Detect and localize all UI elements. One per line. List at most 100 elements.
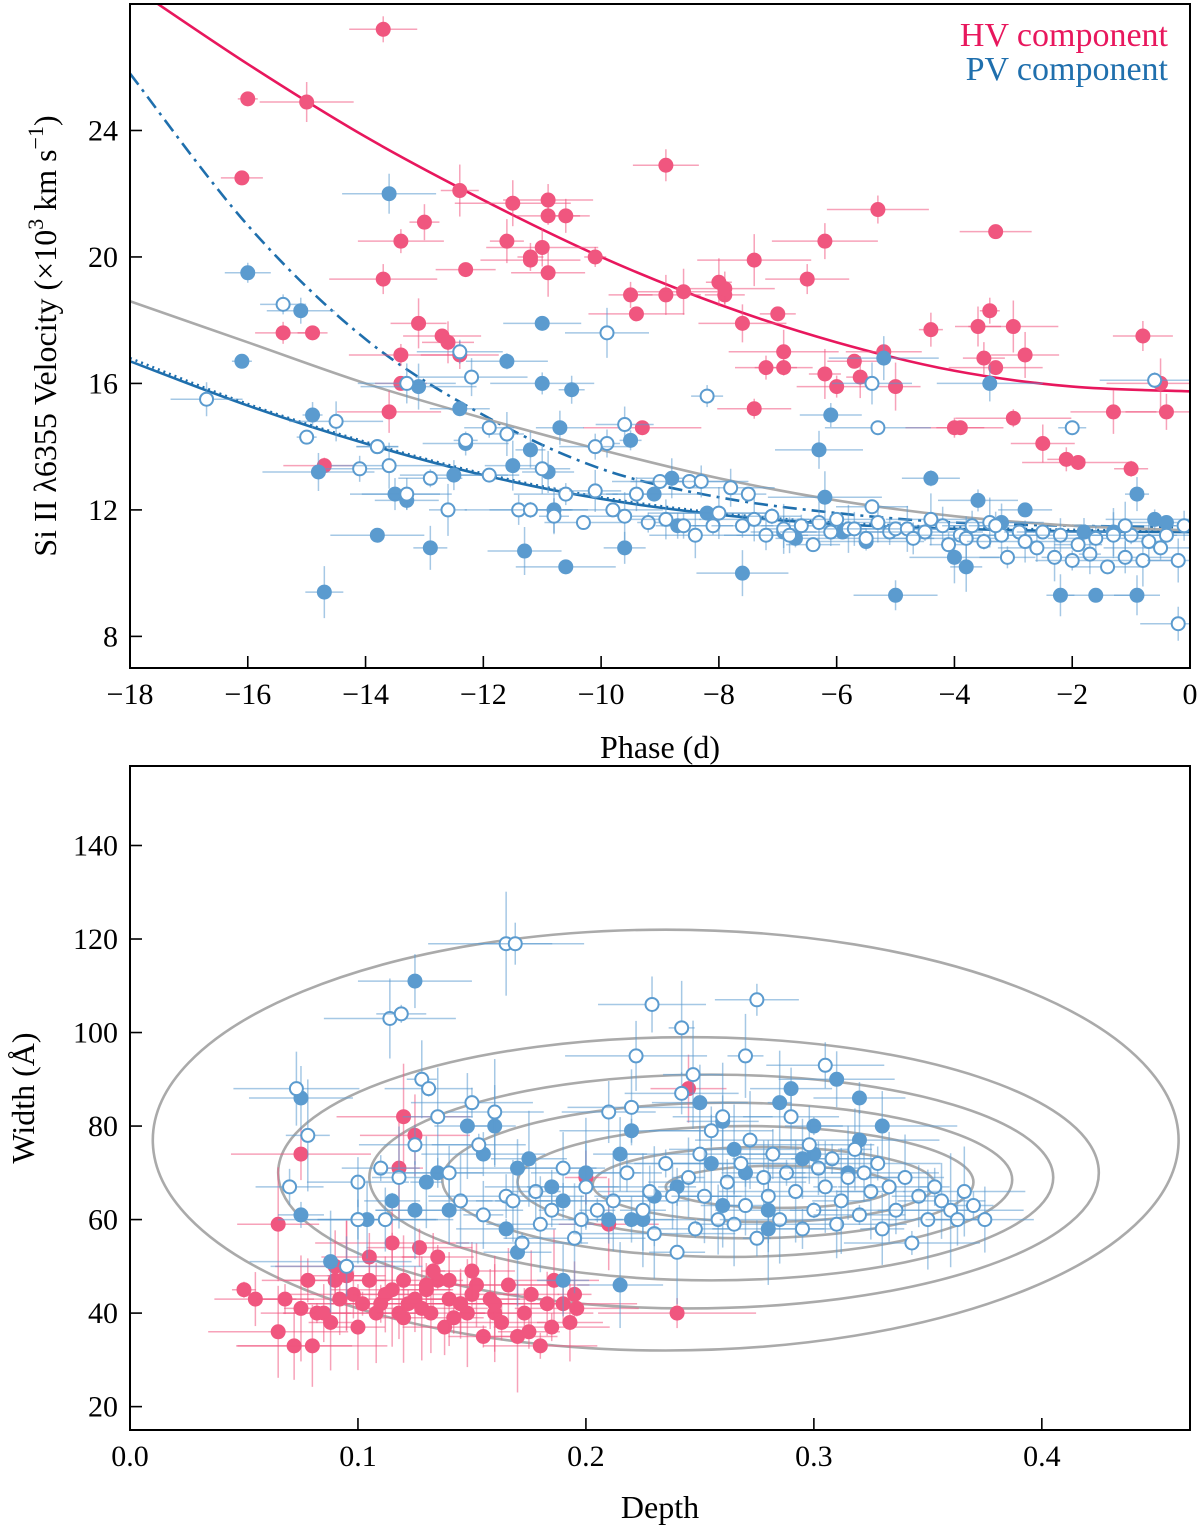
data-point [1153,540,1169,556]
data-point [746,511,762,527]
y-tick-label: 20 [88,1391,118,1424]
data-point [304,1338,320,1354]
data-point [687,1221,703,1237]
data-point [446,467,462,483]
data-points [208,891,1034,1393]
y-axis-label: Width (Å) [5,1032,41,1163]
data-point [976,350,992,366]
data-point [793,518,809,534]
y-tick-label: 8 [103,620,118,653]
x-tick-label: 0 [1183,678,1198,711]
data-point [817,1179,833,1195]
y-tick-label: 120 [73,923,118,956]
data-point [458,432,474,448]
data-point [644,996,660,1012]
data-point [440,334,456,350]
data-point [693,473,709,489]
y-axis-label-mid: km s [27,149,63,218]
data-point [569,1300,585,1316]
y-axis-label-sup1: 3 [23,219,48,230]
data-point [236,1282,252,1298]
data-point [475,1207,491,1223]
data-point [699,388,715,404]
data-point [628,1048,644,1064]
y-axis-label-main: Si II λ6355 Velocity (×10 [27,230,63,557]
data-point [369,439,385,455]
data-point [858,530,874,546]
data-point [658,157,674,173]
data-point [558,208,574,224]
data-point [393,233,409,249]
data-point [393,1006,409,1022]
y-tick-label: 40 [88,1297,118,1330]
data-point [1035,436,1051,452]
data-point [293,1207,309,1223]
data-point [1052,527,1068,543]
data-point [481,420,497,436]
data-point [505,1193,521,1209]
data-point [823,524,839,540]
data-point [471,1137,487,1153]
data-point [999,549,1015,565]
data-point [521,1324,537,1340]
data-point [423,1305,439,1321]
data-point [846,353,862,369]
data-point [623,432,639,448]
x-tick-label: −2 [1056,678,1088,711]
data-point [412,1240,428,1256]
data-point [624,1212,640,1228]
data-point [640,515,656,531]
data-point [416,214,432,230]
y-axis-label-end: ) [27,115,63,126]
data-point [1005,410,1021,426]
data-point [507,936,523,952]
data-point [612,1277,628,1293]
data-point [923,470,939,486]
axis-ticks: 0.0 0.1 0.2 0.3 0.4 20 40 60 80 100 120 140 [73,829,1061,1473]
y-tick-label: 80 [88,1110,118,1143]
data-point [1135,328,1151,344]
data-point [288,1081,304,1097]
data-point [977,1212,993,1228]
data-point [293,1146,309,1162]
data-point [692,1146,708,1162]
data-point [407,973,423,989]
data-point [970,492,986,508]
data-point [199,391,215,407]
data-point [605,1193,621,1209]
data-point [555,1272,571,1288]
data-point [874,1118,890,1134]
data-point [982,303,998,319]
data-point [544,1202,560,1218]
x-axis-label: Depth [621,1489,699,1525]
data-point [624,1099,640,1115]
data-point [441,1272,457,1288]
data-point [464,1263,480,1279]
axis-ticks: −18 −16 −14 −12 −10 −8 −6 −4 −2 0 8 12 16 20 24 [88,114,1198,711]
data-point [829,511,845,527]
data-point [870,1155,886,1171]
data-point [505,458,521,474]
data-point [352,461,368,477]
data-point [564,382,580,398]
data-point [430,1109,446,1125]
data-point [764,508,780,524]
data-point [310,464,326,480]
series-0 [220,16,1190,477]
data-point [1070,537,1086,553]
data-point [685,1067,701,1083]
data-point [234,170,250,186]
data-point [384,1193,400,1209]
data-point [874,1221,890,1237]
velocity-phase-panel: −18 −16 −14 −12 −10 −8 −6 −4 −2 0 8 12 16 20 24 Phase … [23,3,1198,765]
data-point [1117,549,1133,565]
data-point [517,543,533,559]
data-point [453,1193,469,1209]
data-point [817,366,833,382]
y-tick-label: 24 [88,114,118,147]
y-tick-label: 140 [73,829,118,862]
data-point [711,505,727,521]
legend-pv-component: PV component [966,51,1169,88]
data-point [617,508,633,524]
data-point [270,1324,286,1340]
